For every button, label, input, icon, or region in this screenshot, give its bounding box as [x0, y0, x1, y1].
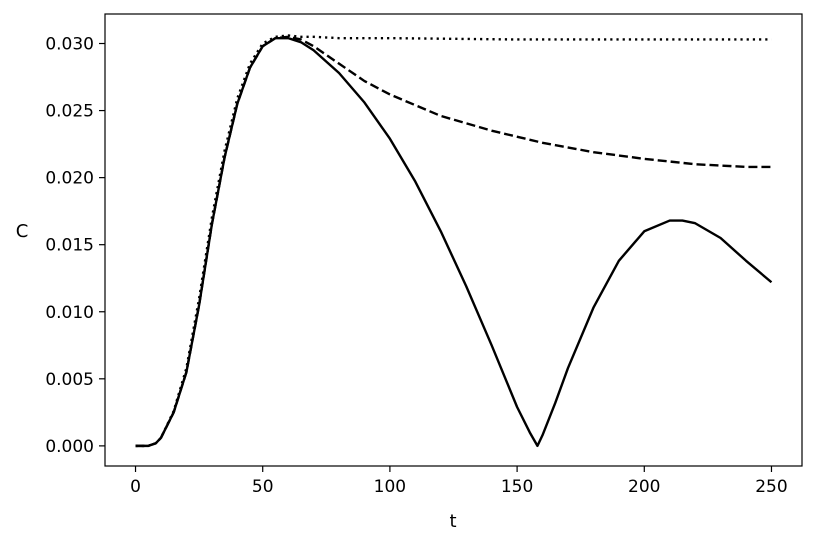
x-axis: 0 50 100 150 200 250	[130, 466, 788, 497]
y-axis: 0.000 0.005 0.010 0.015 0.020 0.025 0.030	[45, 35, 105, 457]
series-lines	[135, 34, 773, 448]
x-tick-label: 100	[374, 477, 406, 497]
y-tick-label: 0.025	[45, 102, 94, 122]
series-line-dotted	[135, 34, 772, 448]
series-line-solid	[135, 36, 773, 448]
y-tick-label: 0.015	[45, 236, 94, 256]
y-tick-label: 0.020	[45, 169, 94, 189]
x-tick-label: 150	[501, 477, 533, 497]
y-tick-label: 0.010	[45, 303, 94, 323]
x-tick-label: 0	[130, 477, 141, 497]
y-tick-label: 0.030	[45, 35, 94, 55]
y-tick-label: 0.000	[45, 437, 94, 457]
x-tick-label: 50	[252, 477, 274, 497]
y-axis-label: C	[16, 221, 29, 242]
x-axis-label: t	[449, 511, 456, 532]
plot-frame	[104, 13, 803, 467]
x-tick-label: 200	[628, 477, 660, 497]
series-line-dashed	[135, 35, 772, 448]
y-tick-label: 0.005	[45, 370, 94, 390]
x-tick-label: 250	[755, 477, 787, 497]
